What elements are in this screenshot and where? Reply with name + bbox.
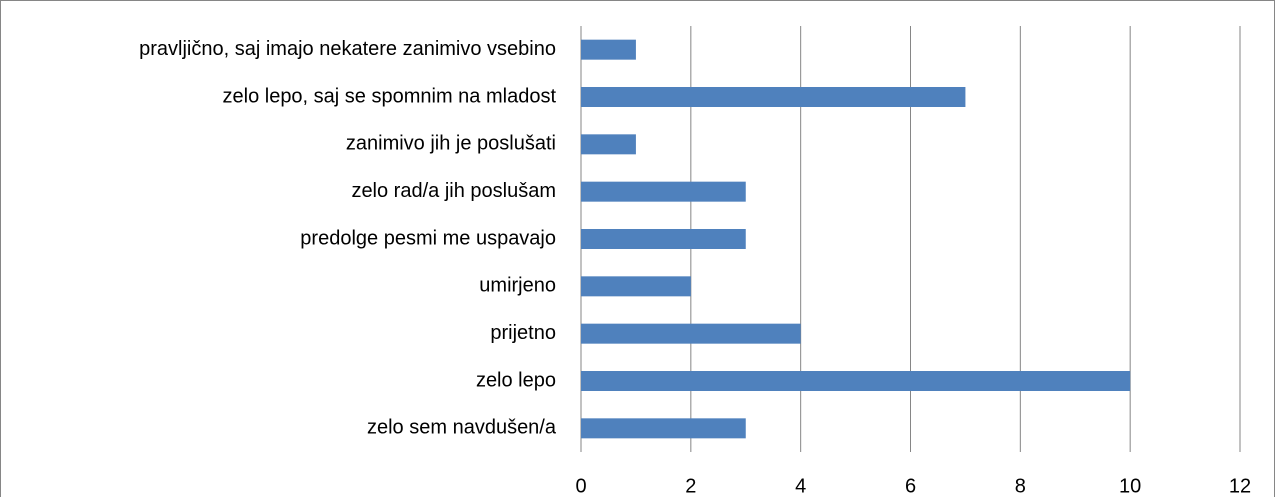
y-tick-label: zanimivo jih je poslušati <box>346 133 556 155</box>
x-tick-label: 10 <box>1119 475 1141 497</box>
y-tick-label: predolge pesmi me uspavajo <box>300 227 556 249</box>
bar <box>581 134 636 155</box>
x-tick-label: 0 <box>575 475 586 497</box>
bar <box>581 181 746 202</box>
bar <box>581 229 746 249</box>
x-tick-label: 6 <box>905 475 916 497</box>
x-tick-label: 12 <box>1229 475 1251 497</box>
y-tick-label: prijetno <box>490 322 556 344</box>
y-tick-label: zelo lepo <box>476 369 556 391</box>
x-tick-label: 8 <box>1015 475 1026 497</box>
y-tick-label: zelo rad/a jih poslušam <box>351 180 556 202</box>
x-tick-label: 2 <box>685 475 696 497</box>
bar <box>581 371 1131 391</box>
y-tick-label: pravljično, saj imajo nekatere zanimivo … <box>139 38 556 60</box>
bar <box>581 323 801 344</box>
bar <box>581 87 966 107</box>
y-tick-label: zelo sem navdušen/a <box>367 417 557 439</box>
bar <box>581 418 746 439</box>
bar <box>581 276 691 297</box>
y-tick-label: zelo lepo, saj se spomnim na mladost <box>223 85 557 107</box>
y-tick-label: umirjeno <box>479 275 556 297</box>
x-tick-label: 4 <box>795 475 806 497</box>
bar <box>581 39 636 60</box>
